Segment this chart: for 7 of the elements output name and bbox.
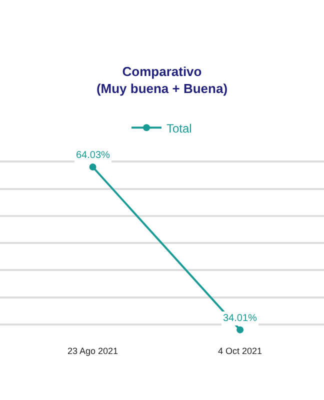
x-tick-label: 4 Oct 2021 (218, 346, 262, 356)
chart-subtitle: (Muy buena + Buena) (96, 80, 228, 96)
data-label: 34.01% (223, 313, 258, 324)
legend-label: Total (166, 121, 192, 136)
data-label: 64.03% (76, 150, 110, 161)
chart-title: Comparativo (122, 64, 202, 79)
x-tick-label: 23 Ago 2021 (68, 346, 118, 356)
